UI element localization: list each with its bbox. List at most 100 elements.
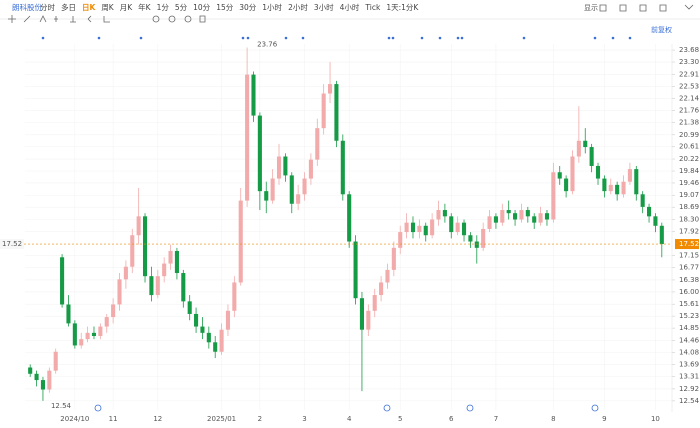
event-dot (246, 36, 250, 40)
y-tick-label: 14.08 (679, 348, 699, 356)
x-tick-label: 2025/01 (207, 415, 236, 423)
candle-body (417, 225, 422, 233)
candle-body (245, 74, 250, 201)
window-icons[interactable] (599, 4, 694, 12)
candle-body (487, 216, 492, 229)
candle-body (404, 222, 409, 233)
candle-body (104, 317, 109, 327)
candle-body (98, 326, 103, 336)
event-icon[interactable] (466, 404, 474, 412)
candle-body (213, 342, 218, 352)
event-icon[interactable] (94, 404, 102, 412)
y-tick-label: 23.68 (679, 46, 699, 54)
event-icon[interactable] (591, 404, 599, 412)
tab[interactable]: Tick (364, 3, 381, 12)
move-icon[interactable] (8, 15, 16, 23)
tab[interactable]: 2小时 (288, 2, 308, 12)
magnet-icon[interactable] (152, 15, 160, 23)
tab[interactable]: 5分 (175, 3, 188, 12)
y-tick-label: 12.92 (679, 385, 699, 393)
candle-body (391, 247, 396, 270)
y-tick-label: 16.38 (679, 276, 699, 284)
x-tick-label: 9 (602, 415, 606, 423)
candle-body (28, 367, 33, 374)
y-tick-label: 23.30 (679, 58, 699, 66)
tab[interactable]: 月K (120, 3, 133, 12)
tab[interactable]: 1小时 (262, 2, 282, 12)
tab[interactable]: 日K (82, 3, 96, 12)
delete-icon[interactable] (199, 15, 206, 23)
y-tick-label: 15.61 (679, 300, 699, 308)
tab[interactable]: 30分 (239, 3, 257, 12)
y-tick-label: 17.92 (679, 227, 699, 235)
candle-body (79, 339, 84, 346)
candle-body (334, 84, 339, 141)
draw-tool-icon[interactable] (70, 16, 76, 23)
candle-body (481, 228, 486, 248)
draw-tool-icon[interactable] (103, 16, 110, 23)
x-tick-label: 11 (109, 415, 118, 423)
candle-body (621, 181, 626, 195)
draw-tool-icon[interactable] (54, 16, 58, 22)
tab[interactable]: 周K (101, 3, 114, 12)
candle-body (410, 222, 416, 233)
tab[interactable]: 15分 (216, 3, 234, 12)
candle-body (570, 156, 575, 192)
candle-body (219, 329, 224, 352)
candle-body (468, 235, 473, 242)
candle-body (602, 178, 607, 192)
x-tick-label: 3 (302, 415, 306, 423)
draw-tool-icon[interactable] (87, 15, 92, 23)
candle-body (155, 276, 160, 296)
candle-body (257, 115, 262, 192)
tab[interactable]: 多日 (61, 2, 76, 12)
price-tag (675, 239, 699, 250)
x-tick-label: 6 (449, 415, 454, 423)
x-tick-label: 4 (347, 415, 352, 423)
tab[interactable]: 3小时 (314, 2, 334, 12)
event-dot (628, 36, 632, 40)
adjust-label[interactable]: 前复权 (651, 25, 672, 34)
event-markers (41, 36, 632, 40)
stock-name[interactable]: 朗科股份 (12, 2, 42, 12)
tab[interactable]: 年K (138, 2, 151, 12)
high-annotation: 23.76 (257, 41, 278, 49)
candle-body (308, 159, 313, 179)
tab[interactable]: 10分 (193, 3, 211, 12)
display-button[interactable]: 显示 (584, 4, 598, 12)
candle-body (321, 93, 326, 129)
candle-body (60, 257, 65, 305)
draw-tool-icon[interactable] (39, 15, 47, 23)
candle-body (532, 216, 537, 223)
candle-body (372, 295, 377, 311)
candle-body (283, 156, 288, 176)
y-tick-label: 14.85 (679, 324, 699, 332)
tab[interactable]: 1天:1分K (386, 3, 419, 12)
candle-body (442, 210, 447, 217)
event-dot (139, 36, 143, 40)
candle-body (142, 216, 148, 277)
y-tick-label: 16.77 (679, 264, 699, 272)
candle-body (149, 276, 154, 296)
y-tick-label: 19.84 (679, 167, 700, 175)
candle-body (181, 273, 186, 302)
tab[interactable]: 分时 (40, 2, 55, 12)
candle-body (449, 216, 454, 233)
candle-body (302, 178, 307, 195)
hide-icon[interactable] (184, 15, 192, 23)
line-tool-icon[interactable] (23, 15, 31, 23)
candle-body (506, 210, 511, 214)
candle-body (276, 156, 282, 179)
low-annotation: 12.54 (51, 402, 72, 410)
candle-body (430, 219, 435, 236)
candle-body (289, 175, 294, 204)
lock-icon[interactable] (168, 15, 176, 23)
x-tick-label: 2024/10 (60, 415, 89, 423)
tab-bar: 分时 多日 日K 周K 月K 年K 1分 5分 10分 15分 30分 1小时 2小时 3小时 4小时 Tic… (40, 2, 419, 12)
event-dot (391, 36, 395, 40)
tab[interactable]: 1分 (157, 3, 170, 12)
event-dot (241, 36, 245, 40)
candle-body (653, 216, 658, 226)
tab[interactable]: 4小时 (340, 2, 360, 12)
event-icon[interactable] (383, 404, 391, 412)
